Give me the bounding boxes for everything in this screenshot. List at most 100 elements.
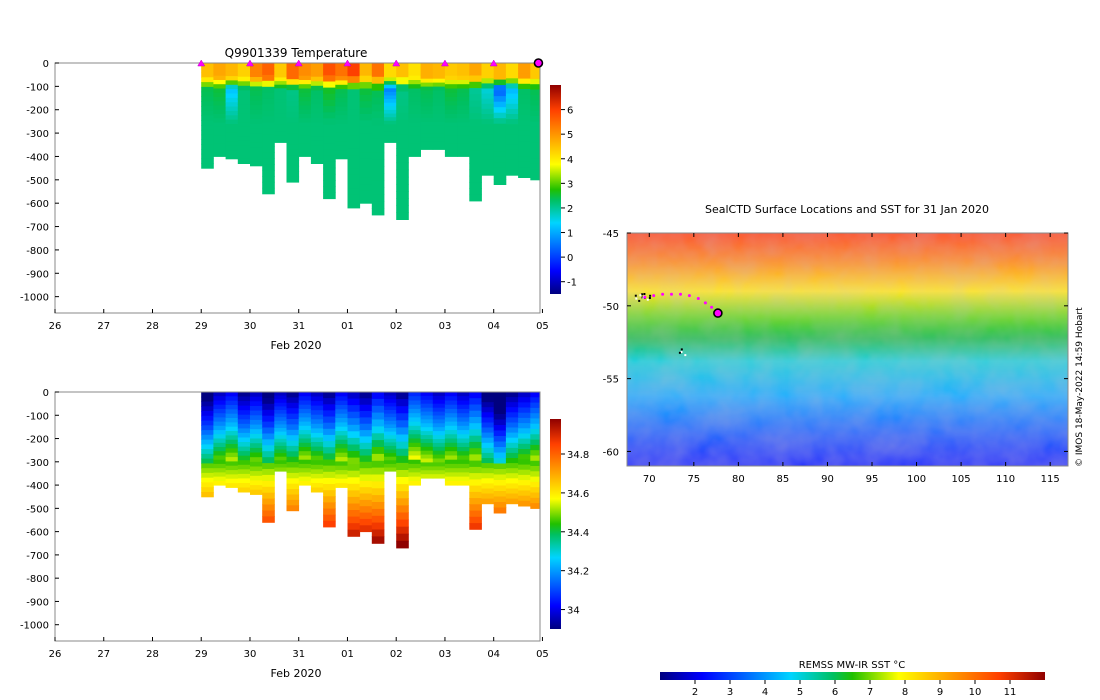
section-cell [298,451,312,456]
section-cell [493,430,507,437]
section-cell [457,109,470,115]
section-cell [225,115,239,121]
section-cell [237,464,251,470]
section-cell [335,76,348,81]
section-cell [420,98,434,103]
section-cell [481,437,495,444]
section-cell [518,151,531,158]
section-cell [201,115,214,121]
section-cell [518,125,531,132]
section-cell [286,176,300,183]
section-cell [384,106,397,111]
section-cell [274,406,287,411]
section-cell [457,417,470,423]
section-cell [310,464,324,470]
section-cell [457,148,470,153]
section-cell [396,420,409,428]
section-cell [518,104,531,111]
section-cell [505,422,519,429]
section-cell [469,119,482,127]
section-cell [420,446,434,452]
x-tick-label: 01 [341,649,354,660]
section-cell [469,75,482,83]
section-cell [420,133,434,139]
section-cell [286,451,300,458]
section-cell [201,134,214,140]
section-cell [359,518,373,526]
section-cell [444,463,458,469]
section-cell [444,480,458,486]
section-cell [530,142,541,149]
section-cell [518,423,531,429]
section-cell [371,398,385,407]
section-cell [371,63,385,71]
section-cell [274,392,287,397]
section-cell [396,98,409,107]
section-cell [481,73,495,79]
section-cell [347,398,361,406]
section-cell [250,438,263,444]
section-cell [250,114,263,120]
section-cell [408,152,421,157]
section-cell [286,73,300,80]
section-cell [384,131,397,136]
section-cell [432,70,446,76]
section-cell [505,437,519,444]
section-cell [457,480,470,486]
section-cell [371,467,385,475]
section-cell [518,428,531,434]
section-cell [298,114,312,119]
map-x-tick-label: 100 [907,474,926,485]
x-tick-label: 29 [195,321,208,332]
section-cell [250,471,263,477]
section-cell [408,105,421,111]
section-cell [237,108,251,114]
section-cell [530,434,541,441]
section-cell [237,392,251,397]
section-cell [298,126,312,132]
section-cell [323,484,336,491]
section-cell [469,504,482,511]
section-cell [518,167,531,173]
section-cell [371,419,385,427]
section-cell [213,413,226,418]
section-cell [298,135,312,140]
section-cell [213,408,226,414]
section-cell [481,488,495,495]
section-cell [310,99,324,105]
section-cell [250,142,263,148]
section-cell [262,116,275,123]
temperature-x-label: Feb 2020 [271,339,322,352]
section-cell [396,434,409,443]
section-cell [444,84,458,89]
section-cell [481,412,495,418]
section-cell [408,109,421,115]
section-cell [396,406,409,414]
section-cell [286,413,300,420]
section-cell [493,173,507,180]
section-cell [225,448,239,454]
section-cell [274,113,287,118]
section-cell [359,107,373,115]
section-cell [432,82,446,87]
section-cell [384,424,397,429]
section-cell [469,466,482,474]
section-cell [493,167,507,174]
section-cell [432,145,446,150]
section-cell [530,481,541,488]
section-cell [201,444,214,450]
section-cell [274,63,287,68]
section-cell [396,540,409,549]
map-y-tick-label: -60 [603,447,619,458]
section-cell [371,97,385,105]
section-cell [505,442,519,449]
section-cell [493,485,507,492]
section-cell [384,456,397,461]
section-cell [384,66,397,71]
section-cell [250,461,263,467]
section-cell [359,480,373,488]
section-cell [335,439,348,445]
section-cell [371,90,385,98]
section-cell [420,395,434,401]
section-cell [371,104,385,112]
